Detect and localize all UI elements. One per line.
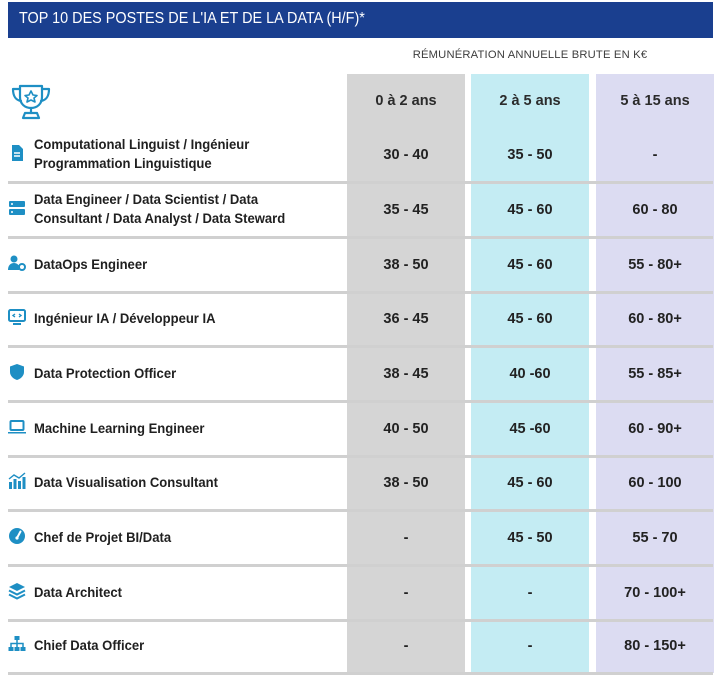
- salary-2-5: 45 - 60: [507, 202, 553, 218]
- row-divider: [8, 564, 713, 567]
- job-title: Chef de Projet BI/Data: [34, 529, 172, 546]
- table-row: Data Protection Officer 38 - 45 40 -60 5…: [8, 348, 713, 403]
- job-title: Data Architect: [34, 584, 123, 601]
- job-title: Data Visualisation Consultant: [34, 474, 218, 491]
- salary-0-2: 38 - 45: [383, 366, 429, 382]
- table-row: Ingénieur IA / Développeur IA 36 - 45 45…: [8, 293, 713, 348]
- table-row: Machine Learning Engineer 40 - 50 45 -60…: [8, 403, 713, 458]
- trophy-icon: [8, 83, 54, 121]
- table-row: Computational Linguist / Ingénieur Progr…: [8, 129, 713, 184]
- row-divider: [8, 400, 713, 403]
- user-gear-icon: [8, 254, 26, 272]
- table-row: Data Engineer / Data Scientist / Data Co…: [8, 184, 713, 239]
- row-divider: [8, 455, 713, 458]
- row-divider: [8, 672, 713, 675]
- salary-2-5: 35 - 50: [507, 147, 553, 163]
- salary-0-2: 38 - 50: [383, 257, 429, 273]
- salary-5-15: 80 - 150+: [624, 638, 686, 654]
- column-band-senior: [596, 74, 714, 673]
- salary-5-15: 55 - 70: [632, 530, 678, 546]
- salary-5-15: 55 - 80+: [628, 257, 682, 273]
- salary-0-2: -: [403, 585, 409, 601]
- salary-0-2: -: [403, 530, 409, 546]
- bar-chart-icon: [8, 472, 26, 490]
- remuneration-subtitle: RÉMUNÉRATION ANNUELLE BRUTE EN K€: [412, 49, 648, 61]
- salary-5-15: 60 - 80: [632, 202, 678, 218]
- server-icon: [8, 199, 26, 217]
- salary-5-15: 60 - 80+: [628, 311, 682, 327]
- column-band-mid: [471, 74, 589, 673]
- salary-0-2: 35 - 45: [383, 202, 429, 218]
- salary-0-2: 36 - 45: [383, 311, 429, 327]
- job-title: DataOps Engineer: [34, 256, 148, 273]
- column-header-2-5: 2 à 5 ans: [499, 92, 561, 109]
- job-title: Machine Learning Engineer: [34, 420, 205, 437]
- laptop-icon: [8, 418, 26, 436]
- salary-5-15: 60 - 100: [628, 475, 682, 491]
- job-title: Computational Linguist / Ingénieur Progr…: [34, 137, 250, 172]
- salary-2-5: 45 - 60: [507, 311, 553, 327]
- salary-2-5: -: [527, 585, 533, 601]
- salary-2-5: 40 -60: [509, 366, 551, 382]
- job-title: Data Engineer / Data Scientist / Data Co…: [34, 192, 286, 227]
- row-divider: [8, 236, 713, 239]
- page-title: TOP 10 DES POSTES DE L'IA ET DE LA DATA …: [19, 10, 365, 27]
- column-header-0-2: 0 à 2 ans: [375, 92, 437, 109]
- table-row: Chief Data Officer - - 80 - 150+: [8, 620, 713, 675]
- salary-2-5: 45 -60: [509, 421, 551, 437]
- column-header-5-15: 5 à 15 ans: [620, 92, 690, 109]
- row-divider: [8, 345, 713, 348]
- title-bar: TOP 10 DES POSTES DE L'IA ET DE LA DATA …: [8, 2, 713, 38]
- table-row: Chef de Projet BI/Data - 45 - 50 55 - 70: [8, 512, 713, 567]
- gauge-icon: [8, 527, 26, 545]
- org-chart-icon: [8, 635, 26, 653]
- salary-5-15: -: [652, 147, 658, 163]
- salary-0-2: 40 - 50: [383, 421, 429, 437]
- salary-0-2: 30 - 40: [383, 147, 429, 163]
- shield-icon: [8, 363, 26, 381]
- job-title: Ingénieur IA / Développeur IA: [34, 310, 216, 327]
- salary-5-15: 70 - 100+: [624, 585, 686, 601]
- row-divider: [8, 509, 713, 512]
- salary-5-15: 55 - 85+: [628, 366, 682, 382]
- row-divider: [8, 181, 713, 184]
- column-band-junior: [347, 74, 465, 673]
- salary-2-5: 45 - 60: [507, 257, 553, 273]
- salary-2-5: -: [527, 638, 533, 654]
- table-row: Data Visualisation Consultant 38 - 50 45…: [8, 457, 713, 512]
- job-title: Data Protection Officer: [34, 365, 177, 382]
- salary-2-5: 45 - 60: [507, 475, 553, 491]
- code-monitor-icon: [8, 308, 26, 326]
- table-row: DataOps Engineer 38 - 50 45 - 60 55 - 80…: [8, 239, 713, 294]
- document-icon: [8, 144, 26, 162]
- salary-0-2: 38 - 50: [383, 475, 429, 491]
- layers-icon: [8, 582, 26, 600]
- row-divider: [8, 291, 713, 294]
- row-divider: [8, 619, 713, 622]
- salary-2-5: 45 - 50: [507, 530, 553, 546]
- job-title: Chief Data Officer: [34, 637, 145, 654]
- salary-0-2: -: [403, 638, 409, 654]
- table-row: Data Architect - - 70 - 100+: [8, 567, 713, 622]
- salary-5-15: 60 - 90+: [628, 421, 682, 437]
